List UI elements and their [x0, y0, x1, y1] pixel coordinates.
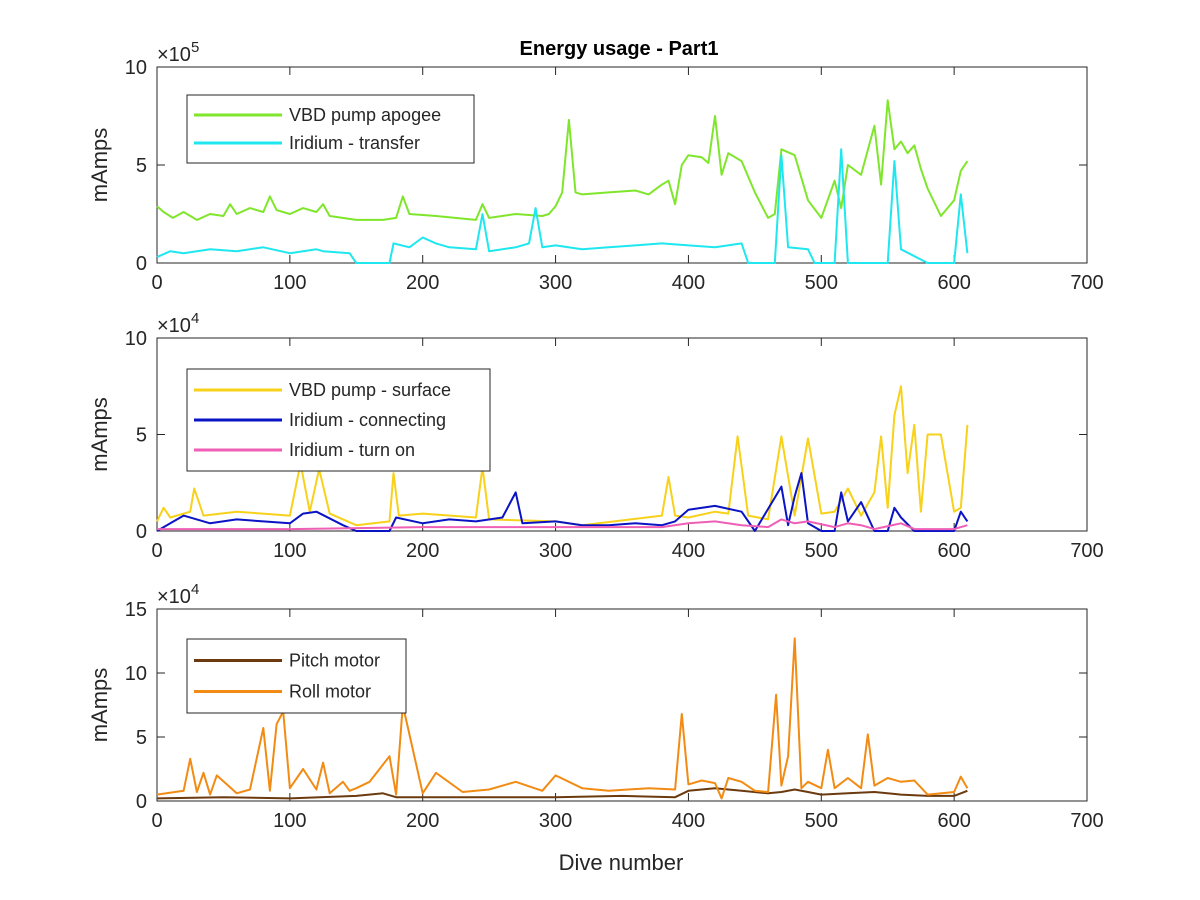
y-tick-label: 0 — [136, 253, 147, 275]
y-tick-label: 0 — [136, 521, 147, 543]
y-exponent-power: 4 — [191, 310, 199, 327]
y-tick-label: 5 — [136, 727, 147, 749]
x-tick-label: 100 — [273, 810, 306, 832]
y-axis-label: mAmps — [87, 128, 112, 203]
y-axis-label: mAmps — [87, 668, 112, 743]
legend-entry: Iridium - transfer — [289, 133, 420, 153]
y-tick-label: 10 — [125, 57, 147, 79]
legend: VBD pump apogee Iridium - transfer — [186, 94, 475, 164]
x-tick-label: 700 — [1070, 540, 1103, 562]
series-line-vbd-pump-apogee — [156, 99, 969, 221]
y-exponent-power: 4 — [191, 581, 199, 598]
x-tick-label: 300 — [539, 272, 572, 294]
panel-2: 0 100 200 300 400 500 600 700 0 5 10 ×104 mAmps VBD p… — [87, 310, 1104, 562]
x-tick-label: 500 — [805, 540, 838, 562]
x-tick-label: 700 — [1070, 272, 1103, 294]
x-tick-label: 100 — [273, 540, 306, 562]
legend: VBD pump - surface Iridium - connecting Ir… — [186, 368, 491, 472]
x-tick-label: 300 — [539, 810, 572, 832]
series-line-iridium-turn-on — [157, 518, 968, 531]
y-tick-label: 15 — [125, 599, 147, 621]
legend-box — [186, 94, 475, 164]
x-tick-label: 600 — [937, 810, 970, 832]
series-line-iridium-transfer — [156, 148, 969, 264]
x-tick-label: 0 — [151, 272, 162, 294]
legend-box — [186, 638, 407, 714]
y-exponent-label: ×104 — [157, 581, 199, 608]
x-tick-label: 600 — [937, 540, 970, 562]
series-line-vbd-pump-surface — [156, 385, 969, 527]
x-tick-label: 200 — [406, 272, 439, 294]
x-tick-label: 600 — [937, 272, 970, 294]
x-tick-label: 0 — [151, 810, 162, 832]
legend-entry: VBD pump apogee — [289, 105, 441, 125]
y-tick-label: 10 — [125, 663, 147, 685]
series-line-iridium-connecting — [156, 472, 969, 532]
panel-3: 0 100 200 300 400 500 600 700 0 5 10 15 ×104 mAmps Pit… — [87, 581, 1104, 832]
figure-title: Energy usage - Part1 — [520, 38, 719, 60]
x-tick-label: 700 — [1070, 810, 1103, 832]
x-tick-label: 500 — [805, 272, 838, 294]
series-line-roll-motor — [156, 637, 969, 800]
x-tick-label: 400 — [672, 810, 705, 832]
x-tick-label: 200 — [406, 810, 439, 832]
legend-entry: VBD pump - surface — [289, 380, 451, 400]
x-tick-label: 300 — [539, 540, 572, 562]
series-line-pitch-motor — [156, 787, 968, 800]
figure-xlabel: Dive number — [559, 850, 684, 875]
y-tick-label: 5 — [136, 425, 147, 447]
panel-1: 0 100 200 300 400 500 600 700 0 5 10 ×105 mAmps VBD p… — [87, 39, 1104, 294]
x-tick-label: 0 — [151, 540, 162, 562]
y-exponent-label: ×105 — [157, 39, 199, 66]
y-exponent-label: ×104 — [157, 310, 199, 337]
y-exponent-power: 5 — [191, 39, 199, 56]
x-tick-label: 500 — [805, 810, 838, 832]
y-tick-label: 5 — [136, 155, 147, 177]
y-tick-label: 10 — [125, 328, 147, 350]
x-tick-label: 400 — [672, 540, 705, 562]
legend: Pitch motor Roll motor — [186, 638, 407, 714]
x-tick-label: 100 — [273, 272, 306, 294]
legend-entry: Pitch motor — [289, 651, 380, 671]
x-tick-label: 200 — [406, 540, 439, 562]
y-axis-label: mAmps — [87, 397, 112, 472]
legend-entry: Iridium - turn on — [289, 440, 415, 460]
x-tick-label: 400 — [672, 272, 705, 294]
y-tick-label: 0 — [136, 791, 147, 813]
legend-entry: Iridium - connecting — [289, 410, 446, 430]
legend-entry: Roll motor — [289, 682, 371, 702]
